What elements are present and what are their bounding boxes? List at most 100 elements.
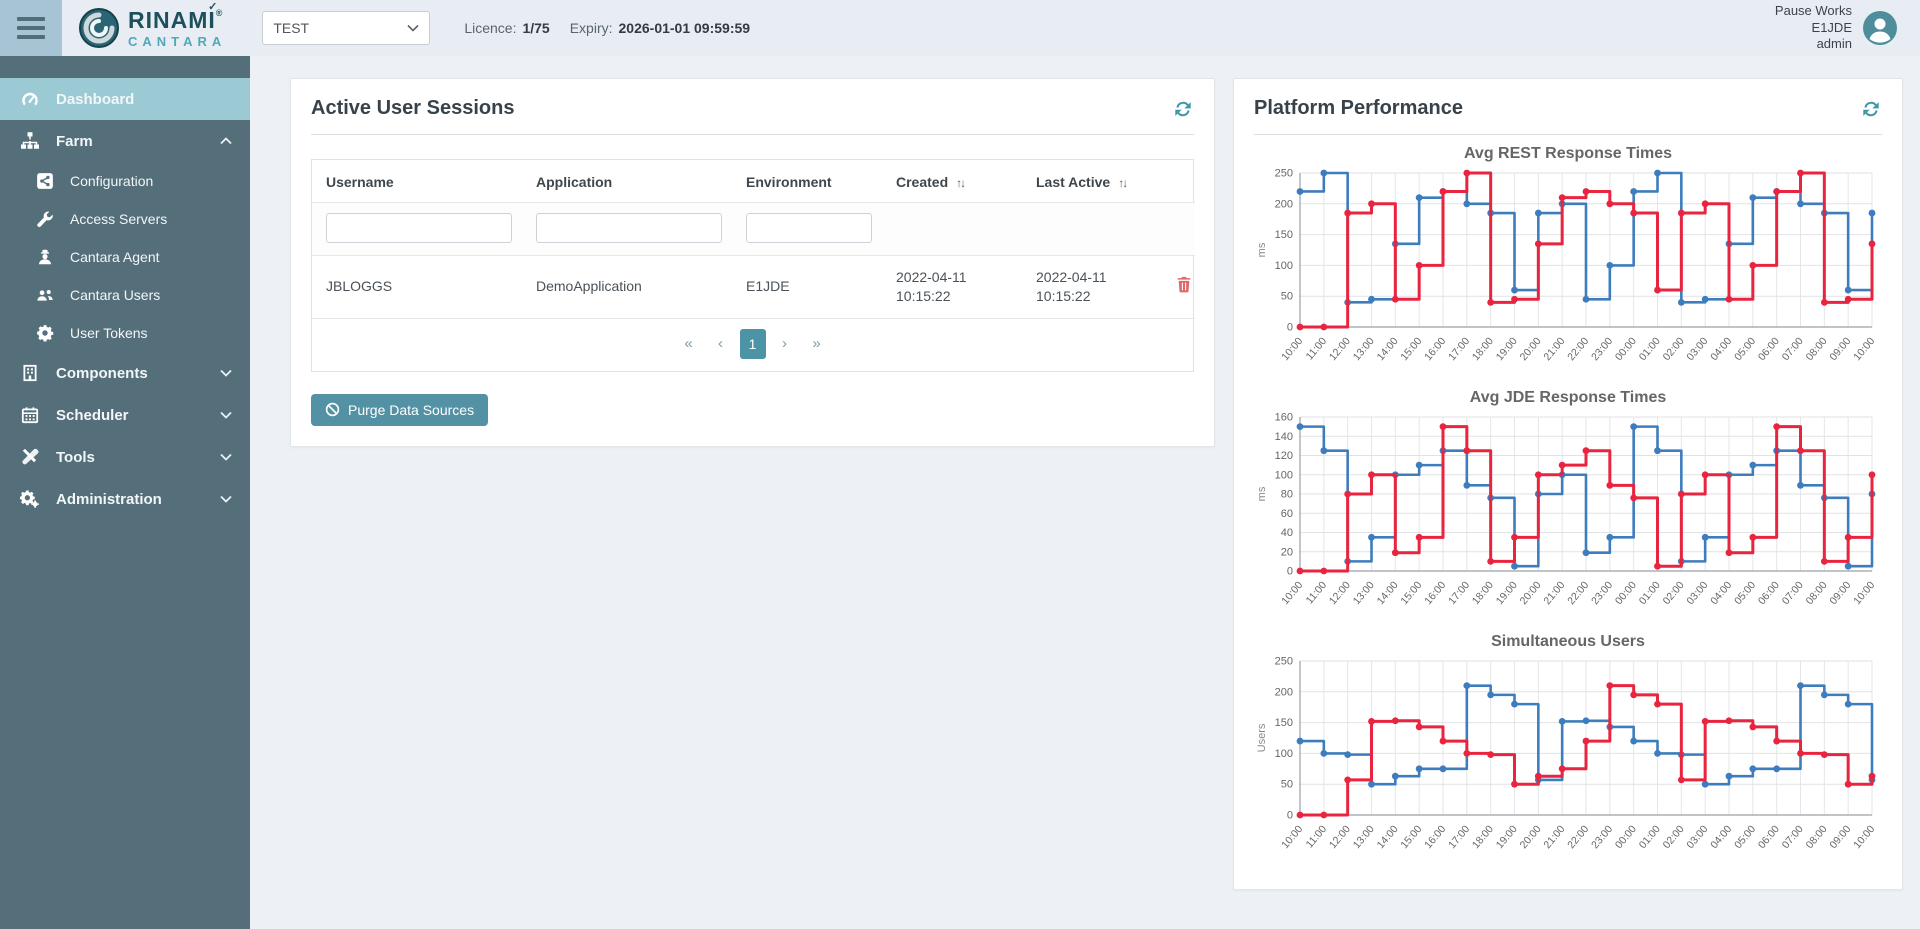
chart-title: Avg REST Response Times: [1463, 145, 1673, 162]
svg-text:10:00: 10:00: [1279, 579, 1305, 607]
svg-text:09:00: 09:00: [1827, 335, 1853, 363]
performance-panel-title: Platform Performance: [1254, 97, 1463, 119]
next-page-button[interactable]: ›: [782, 335, 787, 353]
sidebar-item-dashboard[interactable]: Dashboard: [0, 78, 250, 120]
svg-text:19:00: 19:00: [1494, 579, 1520, 607]
svg-text:100: 100: [1275, 469, 1293, 481]
svg-text:19:00: 19:00: [1494, 335, 1520, 363]
chart-avg-rest-response-times: Avg REST Response Times 0 50 100 150 200 250 10…: [1254, 145, 1882, 381]
svg-text:09:00: 09:00: [1827, 823, 1853, 851]
configuration-icon: [36, 172, 54, 190]
hamburger-menu-icon[interactable]: [0, 0, 62, 56]
svg-text:100: 100: [1275, 748, 1293, 760]
sessions-table-container: Username Application Environment Created ↑↓ L…: [311, 159, 1195, 372]
svg-text:20: 20: [1281, 546, 1293, 558]
chart-title: Avg JDE Response Times: [1469, 389, 1667, 406]
user-role: admin: [1816, 36, 1852, 52]
sidebar-item-access-servers[interactable]: Access Servers: [0, 200, 250, 238]
svg-text:03:00: 03:00: [1684, 823, 1710, 851]
svg-text:50: 50: [1281, 779, 1293, 791]
environment-filter-input[interactable]: [746, 213, 872, 243]
svg-text:23:00: 23:00: [1589, 335, 1615, 363]
access-servers-icon: [36, 210, 54, 228]
sidebar-item-label: Cantara Users: [70, 287, 161, 303]
svg-text:10:00: 10:00: [1851, 823, 1877, 851]
environment-select[interactable]: TEST: [262, 11, 431, 45]
platform-performance-panel: Platform Performance Avg REST Response T…: [1233, 78, 1903, 890]
svg-text:21:00: 21:00: [1541, 579, 1567, 607]
svg-text:11:00: 11:00: [1304, 335, 1330, 362]
sidebar-item-label: Components: [56, 364, 148, 382]
cantara-users-icon: [36, 286, 54, 304]
application-filter-input[interactable]: [536, 213, 722, 243]
sidebar-item-label: Tools: [56, 448, 95, 466]
username-filter-input[interactable]: [326, 213, 512, 243]
svg-text:21:00: 21:00: [1541, 823, 1567, 851]
svg-text:60: 60: [1281, 508, 1293, 520]
svg-text:14:00: 14:00: [1375, 579, 1401, 607]
last-page-button[interactable]: »: [812, 335, 821, 353]
svg-text:23:00: 23:00: [1589, 823, 1615, 851]
svg-text:16:00: 16:00: [1422, 823, 1448, 851]
svg-text:11:00: 11:00: [1304, 579, 1330, 606]
rinami-logo-icon: [79, 8, 119, 48]
svg-text:250: 250: [1275, 656, 1293, 668]
svg-text:0: 0: [1287, 810, 1293, 822]
sidebar-item-label: Dashboard: [56, 90, 135, 108]
sidebar-item-cantara-users[interactable]: Cantara Users: [0, 276, 250, 314]
svg-text:01:00: 01:00: [1637, 335, 1663, 363]
sidebar-item-farm[interactable]: Farm: [0, 120, 250, 162]
licence-value: 1/75: [522, 20, 550, 36]
sidebar-item-user-tokens[interactable]: User Tokens: [0, 314, 250, 352]
performance-charts: Avg REST Response Times 0 50 100 150 200 250 10…: [1254, 145, 1882, 869]
svg-text:13:00: 13:00: [1351, 335, 1377, 363]
svg-text:0: 0: [1287, 566, 1293, 578]
svg-text:08:00: 08:00: [1804, 579, 1830, 607]
sidebar-item-scheduler[interactable]: Scheduler: [0, 394, 250, 436]
column-header-last-active[interactable]: Last Active ↑↓: [1022, 160, 1162, 203]
sidebar-item-administration[interactable]: Administration: [0, 478, 250, 520]
cell-created: 2022-04-11 10:15:22: [882, 255, 1022, 319]
svg-text:ms: ms: [1256, 242, 1268, 257]
sidebar-item-tools[interactable]: Tools: [0, 436, 250, 478]
sidebar-item-label: Administration: [56, 490, 162, 508]
chart-canvas: 05010015020025010:0011:0012:0013:0014:00…: [1256, 168, 1877, 364]
svg-text:19:00: 19:00: [1494, 823, 1520, 851]
svg-text:120: 120: [1275, 450, 1293, 462]
svg-text:05:00: 05:00: [1732, 823, 1758, 851]
svg-text:06:00: 06:00: [1756, 823, 1782, 851]
chart-title: Simultaneous Users: [1491, 633, 1645, 650]
sidebar-item-cantara-agent[interactable]: Cantara Agent: [0, 238, 250, 276]
svg-text:150: 150: [1275, 717, 1293, 729]
purge-data-sources-button[interactable]: Purge Data Sources: [311, 393, 489, 426]
sidebar-item-label: User Tokens: [70, 325, 148, 341]
farm-icon: [20, 131, 40, 151]
page-button-1[interactable]: 1: [739, 328, 766, 359]
cell-application: DemoApplication: [522, 255, 732, 319]
sort-icon[interactable]: ↑↓: [1118, 176, 1128, 190]
svg-text:12:00: 12:00: [1327, 579, 1353, 607]
delete-session-trash-icon[interactable]: [1176, 276, 1194, 294]
chevron-down-icon: [407, 24, 419, 32]
svg-text:16:00: 16:00: [1422, 579, 1448, 607]
expiry-label: Expiry:: [569, 20, 613, 36]
refresh-icon[interactable]: [1860, 98, 1882, 120]
first-page-button[interactable]: «: [684, 335, 693, 353]
svg-text:13:00: 13:00: [1351, 579, 1377, 607]
sidebar-item-label: Access Servers: [70, 211, 168, 227]
chart-canvas: 05010015020025010:0011:0012:0013:0014:00…: [1256, 656, 1877, 852]
column-header-application: Application: [522, 160, 732, 203]
brand-checkmark: ✓: [208, 0, 219, 13]
chevron-up-icon: [220, 132, 232, 150]
sidebar-item-configuration[interactable]: Configuration: [0, 162, 250, 200]
refresh-icon[interactable]: [1172, 98, 1194, 120]
svg-text:250: 250: [1275, 168, 1293, 180]
column-header-created[interactable]: Created ↑↓: [882, 160, 1022, 203]
chevron-down-icon: [220, 448, 232, 466]
svg-text:23:00: 23:00: [1589, 579, 1615, 607]
svg-text:20:00: 20:00: [1518, 335, 1544, 363]
previous-page-button[interactable]: ‹: [718, 335, 723, 353]
sidebar-item-components[interactable]: Components: [0, 352, 250, 394]
user-avatar-icon[interactable]: [1862, 10, 1898, 46]
sort-icon[interactable]: ↑↓: [956, 176, 966, 190]
